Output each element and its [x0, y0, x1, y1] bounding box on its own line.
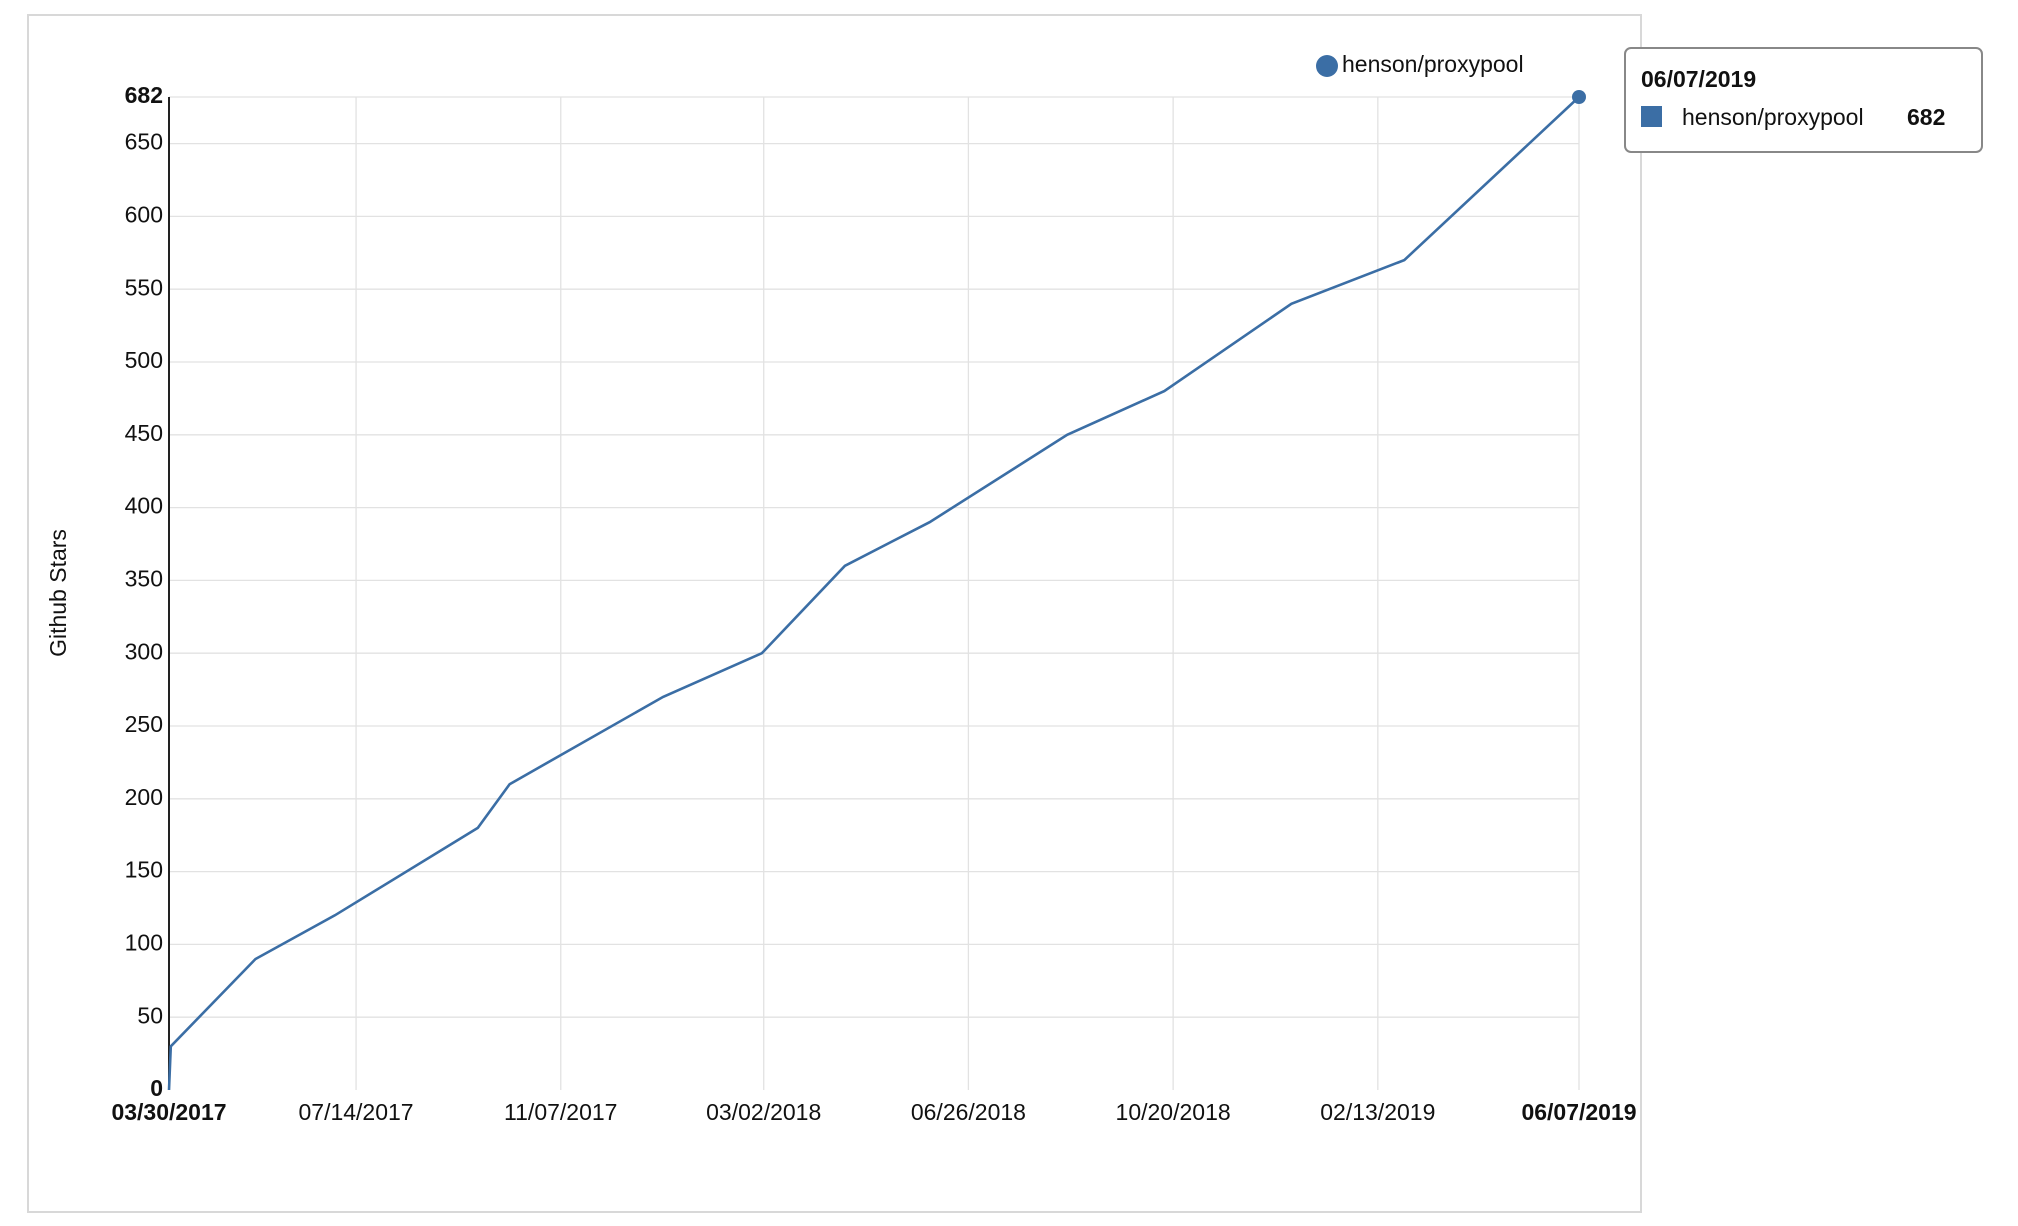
y-tick-label: 50	[137, 1002, 163, 1028]
tooltip-value: 682	[1907, 104, 1945, 130]
line	[167, 96, 1580, 1091]
x-tick-label: 11/07/2017	[504, 1099, 617, 1125]
y-tick-label: 650	[125, 129, 163, 155]
y-tick-label: 0	[150, 1075, 163, 1101]
tooltip-swatch	[1641, 106, 1662, 127]
legend-marker	[1316, 55, 1338, 77]
y-tick-label: 150	[125, 857, 163, 883]
x-tick-label: 10/20/2018	[1116, 1099, 1231, 1125]
y-tick-label: 500	[125, 347, 163, 373]
y-tick-label: 450	[125, 420, 163, 446]
y-tick-label: 300	[125, 638, 163, 664]
x-tick-label: 06/07/2019	[1521, 1099, 1636, 1125]
y-tick-label: 600	[125, 201, 163, 227]
plot: 0 50 100 150 200 250 300 350 400 450 500 550 600 650 6…	[111, 82, 1636, 1125]
y-tick-label: 200	[125, 784, 163, 810]
tooltip-date: 06/07/2019	[1641, 66, 1756, 92]
y-tick-label: 400	[125, 493, 163, 519]
chart-panel	[27, 14, 1642, 1213]
x-tick-label: 02/13/2019	[1320, 1099, 1435, 1125]
y-tick-label: 350	[125, 565, 163, 591]
tooltip-series: henson/proxypool	[1682, 104, 1864, 130]
x-tick-label: 07/14/2017	[298, 1099, 413, 1125]
y-axis-label: Github Stars	[45, 529, 71, 657]
tooltip-box	[1624, 47, 1983, 153]
y-tick-label: 100	[125, 929, 163, 955]
hover-point	[1572, 90, 1586, 104]
x-tick-label: 03/30/2017	[111, 1099, 226, 1125]
y-tick-label: 550	[125, 274, 163, 300]
y-tick-label: 682	[125, 82, 163, 108]
legend-label: henson/proxypool	[1342, 51, 1524, 77]
x-tick-label: 06/26/2018	[911, 1099, 1026, 1125]
x-tick-label: 03/02/2018	[706, 1099, 821, 1125]
y-tick-label: 250	[125, 711, 163, 737]
tooltip: 06/07/2019 henson/proxypool 682	[1624, 47, 1983, 153]
